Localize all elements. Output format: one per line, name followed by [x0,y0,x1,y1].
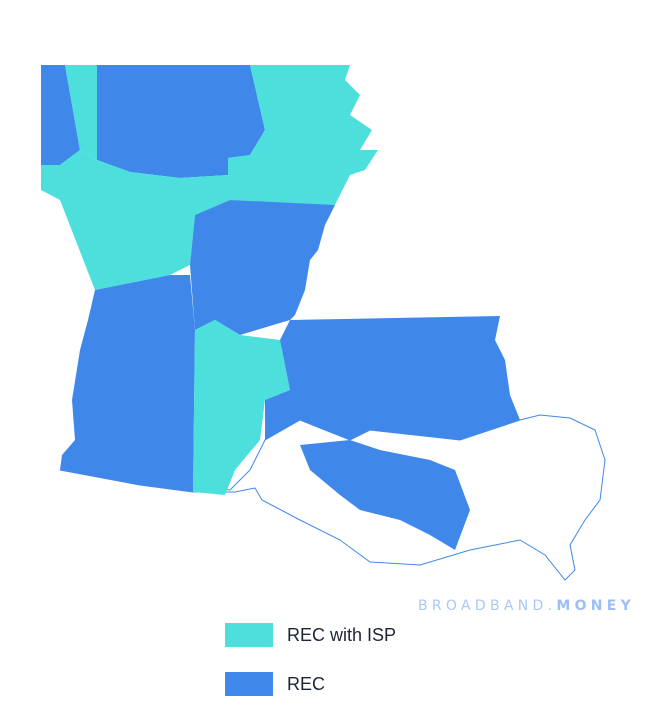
watermark: BROADBAND.MONEY [418,598,635,614]
region-rec-6 [300,440,470,550]
region-rec-2 [97,65,265,178]
region-rec-4 [60,275,195,492]
legend-label: REC with ISP [287,624,397,645]
legend-swatch [225,672,273,696]
legend-swatch [225,623,273,647]
legend-item-rec-with-isp: REC with ISP [225,623,396,647]
region-rec-isp-1 [65,65,97,160]
region-rec-3 [190,200,335,335]
legend-item-rec: REC [225,672,325,696]
region-rec-1 [41,65,80,165]
region-rec-isp-3 [193,320,290,495]
region-rec-5 [265,316,520,440]
region-rec-isp-2 [41,65,378,290]
watermark-text: BROADBAND. [418,598,557,614]
watermark-brand: MONEY [556,598,636,614]
legend-label: REC [287,673,326,694]
